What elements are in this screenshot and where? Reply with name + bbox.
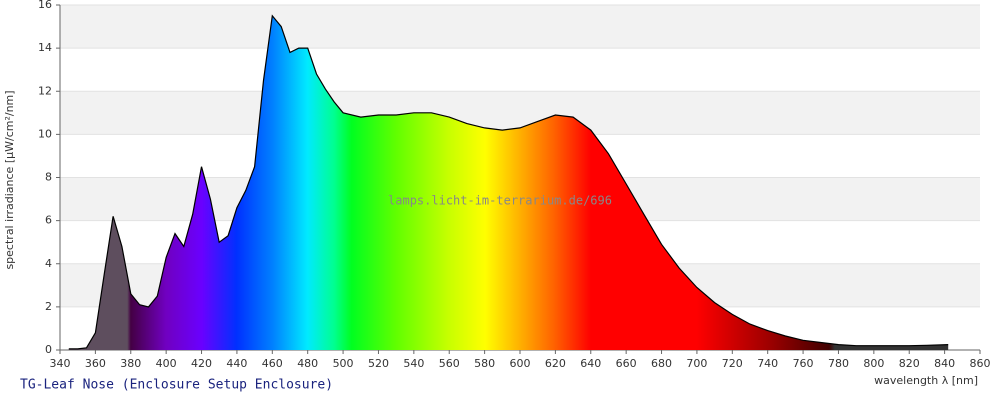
x-tick-label: 340 [50,357,71,370]
x-tick-label: 500 [333,357,354,370]
y-tick-label: 4 [45,257,52,270]
spectrum-area [68,15,949,351]
x-tick-label: 740 [757,357,778,370]
x-tick-label: 700 [686,357,707,370]
y-tick-label: 14 [38,41,52,54]
x-tick-label: 600 [510,357,531,370]
x-tick-label: 420 [191,357,212,370]
x-tick-label: 720 [722,357,743,370]
x-tick-label: 520 [368,357,389,370]
x-tick-label: 620 [545,357,566,370]
x-tick-label: 460 [262,357,283,370]
spectrum-line [68,14,949,350]
x-tick-label: 820 [899,357,920,370]
x-tick-label: 360 [85,357,106,370]
y-tick-label: 16 [38,0,52,11]
x-tick-label: 840 [934,357,955,370]
y-tick-label: 6 [45,214,52,227]
x-tick-label: 560 [439,357,460,370]
x-axis-label: wavelength λ [nm] [874,374,978,387]
grid-band [60,91,980,135]
y-tick-label: 12 [38,84,52,97]
y-tick-label: 0 [45,343,52,356]
grid-band [60,5,980,49]
x-tick-label: 380 [120,357,141,370]
x-tick-label: 860 [970,357,991,370]
x-tick-label: 760 [793,357,814,370]
y-axis-label: spectral irradiance [µW/cm²/nm] [3,90,16,269]
watermark: lamps.licht-im-terrarium.de/696 [388,194,612,208]
x-tick-label: 400 [156,357,177,370]
x-tick-label: 640 [580,357,601,370]
x-tick-label: 660 [616,357,637,370]
x-tick-label: 480 [297,357,318,370]
y-tick-label: 10 [38,127,52,140]
y-tick-label: 8 [45,171,52,184]
x-tick-label: 540 [403,357,424,370]
chart-title: TG-Leaf Nose (Enclosure Setup Enclosure) [20,378,333,393]
x-tick-label: 680 [651,357,672,370]
x-tick-label: 580 [474,357,495,370]
x-tick-label: 440 [226,357,247,370]
x-tick-label: 800 [863,357,884,370]
y-tick-label: 2 [45,300,52,313]
x-tick-label: 780 [828,357,849,370]
